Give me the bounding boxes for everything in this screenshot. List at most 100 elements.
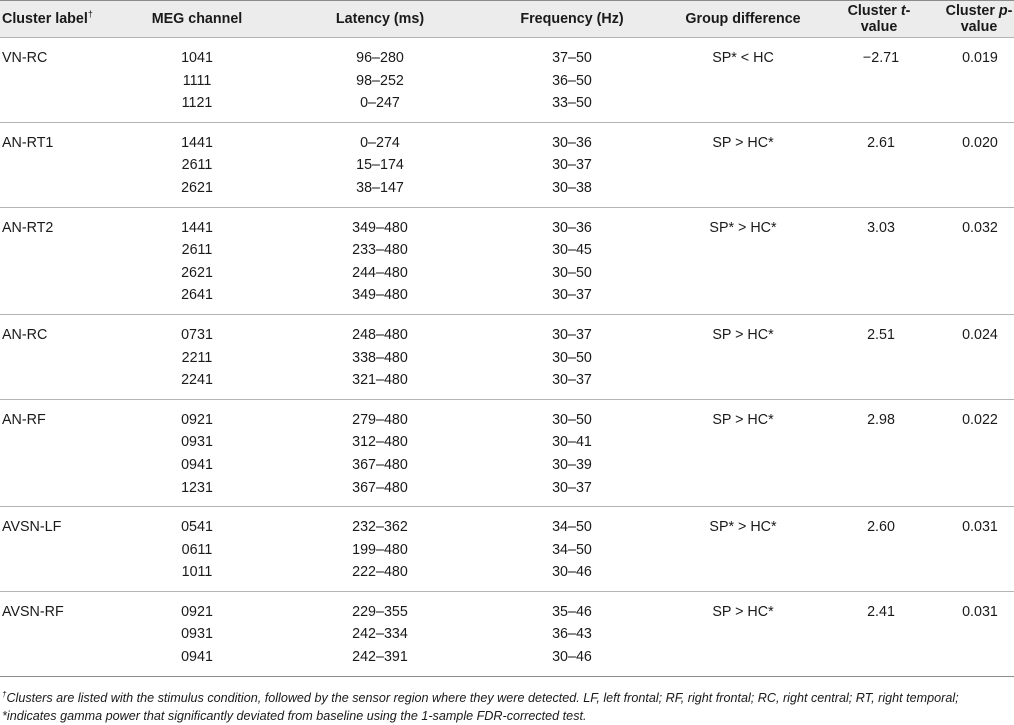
cell-meg-channel: 0731 [181, 326, 213, 343]
cell-frequency: 30–50 [552, 349, 592, 366]
cell-meg-channel: 0921 [181, 603, 213, 620]
cell-meg-channel: 2621 [181, 179, 213, 196]
table-row: VN-RC 1041 96–280 37–50 SP* < HC −2.71 0.019 [0, 50, 1014, 73]
table-row: 1121 0–247 33–50 [0, 95, 1014, 118]
footnote-text: Clusters are listed with the stimulus co… [2, 690, 959, 723]
cell-cluster-p-value: 0.024 [962, 326, 998, 343]
cell-frequency: 30–37 [552, 326, 592, 343]
cell-latency: 349–480 [352, 219, 408, 236]
cell-cluster-label: AN-RC [2, 326, 48, 343]
cell-meg-channel: 1041 [181, 50, 213, 66]
cell-group-difference: SP > HC* [712, 411, 774, 428]
cluster-group: AN-RT1 1441 0–274 30–36 SP > HC* 2.61 0.020 261… [0, 121, 1014, 207]
cell-frequency: 34–50 [552, 541, 592, 558]
cell-cluster-label: VN-RC [2, 50, 48, 66]
cell-meg-channel: 1121 [181, 95, 213, 112]
cell-latency: 199–480 [352, 541, 408, 558]
cell-cluster-p-value: 0.022 [962, 411, 998, 428]
cell-cluster-t-value: 3.03 [867, 219, 895, 236]
cluster-group: AN-RT2 1441 349–480 30–36 SP* > HC* 3.03 0.032… [0, 206, 1014, 314]
cell-frequency: 30–39 [552, 456, 592, 473]
cell-latency: 367–480 [352, 456, 408, 473]
footnote-dagger-mark: † [2, 689, 7, 699]
cell-frequency: 33–50 [552, 95, 592, 112]
header-latency: Latency (ms) [335, 11, 425, 27]
cell-frequency: 30–50 [552, 411, 592, 428]
table-row: 0941 242–391 30–46 [0, 649, 1014, 672]
cell-meg-channel: 0541 [181, 519, 213, 536]
cell-latency: 98–252 [356, 72, 404, 89]
header-meg-channel: MEG channel [151, 11, 243, 27]
table-row: 1011 222–480 30–46 [0, 564, 1014, 587]
cluster-group: AVSN-LF 0541 232–362 34–50 SP* > HC* 2.60 0.03… [0, 506, 1014, 591]
cluster-group: AVSN-RF 0921 229–355 35–46 SP > HC* 2.41 0.031… [0, 590, 1014, 676]
cell-latency: 242–391 [352, 649, 408, 666]
cell-meg-channel: 2611 [181, 157, 213, 174]
cell-cluster-label: AVSN-LF [2, 519, 62, 536]
cell-frequency: 30–38 [552, 179, 592, 196]
cell-meg-channel: 0931 [181, 626, 213, 643]
cell-latency: 222–480 [352, 564, 408, 581]
table-row: AN-RT2 1441 349–480 30–36 SP* > HC* 3.03 0.032 [0, 220, 1014, 243]
cell-frequency: 36–43 [552, 626, 592, 643]
header-frequency: Frequency (Hz) [520, 11, 624, 27]
cell-meg-channel: 1111 [182, 72, 212, 89]
cell-latency: 232–362 [352, 519, 408, 536]
cell-latency: 321–480 [352, 372, 408, 389]
dagger-mark: † [87, 9, 93, 20]
cell-group-difference: SP > HC* [712, 603, 774, 620]
cell-meg-channel: 1011 [181, 564, 213, 581]
cluster-group: AN-RF 0921 279–480 30–50 SP > HC* 2.98 0.022 09… [0, 398, 1014, 506]
table-bottom-rule [0, 675, 1014, 677]
cell-frequency: 37–50 [552, 50, 592, 66]
cell-group-difference: SP > HC* [712, 326, 774, 343]
cell-cluster-label: AN-RT2 [2, 219, 54, 236]
cell-meg-channel: 1441 [181, 134, 213, 151]
table-row: 0931 242–334 36–43 [0, 626, 1014, 649]
table-top-rule [0, 0, 1014, 1]
cell-cluster-label: AN-RF [2, 411, 46, 428]
cell-latency: 15–174 [356, 157, 404, 174]
cluster-group: AN-RC 0731 248–480 30–37 SP > HC* 2.51 0.024 22… [0, 313, 1014, 399]
cell-frequency: 30–37 [552, 287, 592, 304]
cell-latency: 244–480 [352, 264, 408, 281]
cell-group-difference: SP > HC* [712, 134, 774, 151]
cell-frequency: 34–50 [552, 519, 592, 536]
table-body: VN-RC 1041 96–280 37–50 SP* < HC −2.71 0.019 11… [0, 37, 1014, 676]
cell-meg-channel: 1441 [181, 219, 213, 236]
cell-latency: 0–247 [360, 95, 400, 112]
cell-latency: 0–274 [360, 134, 400, 151]
table-row: 2621 38–147 30–38 [0, 180, 1014, 203]
header-group-difference: Group difference [685, 11, 801, 27]
cell-frequency: 30–37 [552, 157, 592, 174]
cell-cluster-label: AVSN-RF [2, 603, 64, 620]
cell-meg-channel: 0941 [181, 649, 213, 666]
table-row: 2211 338–480 30–50 [0, 350, 1014, 373]
table-row: 2621 244–480 30–50 [0, 265, 1014, 288]
cell-frequency: 30–41 [552, 434, 592, 451]
cell-frequency: 30–45 [552, 242, 592, 259]
cell-meg-channel: 2211 [181, 349, 213, 366]
cluster-group: VN-RC 1041 96–280 37–50 SP* < HC −2.71 0.019 11… [0, 37, 1014, 122]
table-row: AVSN-LF 0541 232–362 34–50 SP* > HC* 2.60 0.03… [0, 519, 1014, 542]
cell-meg-channel: 2611 [181, 242, 213, 259]
cell-meg-channel: 0921 [181, 411, 213, 428]
cell-cluster-t-value: 2.98 [867, 411, 895, 428]
table-row: 2611 233–480 30–45 [0, 242, 1014, 265]
cell-cluster-p-value: 0.031 [962, 519, 998, 536]
cell-frequency: 30–46 [552, 564, 592, 581]
cell-latency: 279–480 [352, 411, 408, 428]
cell-group-difference: SP* > HC* [709, 519, 777, 536]
cell-latency: 349–480 [352, 287, 408, 304]
table-row: 0611 199–480 34–50 [0, 542, 1014, 565]
cell-latency: 242–334 [352, 626, 408, 643]
cell-frequency: 36–50 [552, 72, 592, 89]
table-row: AN-RT1 1441 0–274 30–36 SP > HC* 2.61 0.020 [0, 135, 1014, 158]
cell-frequency: 30–36 [552, 219, 592, 236]
cell-cluster-t-value: 2.61 [867, 134, 895, 151]
cell-cluster-p-value: 0.032 [962, 219, 998, 236]
table-row: 2641 349–480 30–37 [0, 287, 1014, 310]
cell-group-difference: SP* > HC* [709, 219, 777, 236]
cell-latency: 229–355 [352, 603, 408, 620]
cell-cluster-t-value: 2.41 [867, 603, 895, 620]
